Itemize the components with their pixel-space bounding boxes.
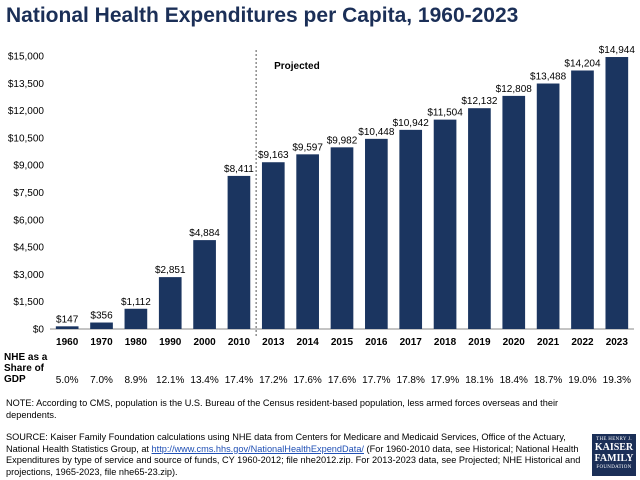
gdp-share-value: 17.6% (293, 375, 321, 386)
gdp-share-value: 8.9% (124, 375, 147, 386)
bar (261, 162, 285, 329)
bar (193, 240, 216, 329)
gdp-share-value: 17.9% (431, 375, 459, 386)
y-tick-label: $4,500 (13, 243, 44, 254)
logo-line-2a: KAISER (594, 442, 634, 453)
data-label: $356 (90, 311, 113, 322)
note-text: NOTE: According to CMS, population is th… (6, 398, 559, 420)
bar (90, 322, 113, 329)
bar (536, 83, 560, 329)
category-label: 2019 (468, 337, 491, 348)
category-label: 2018 (434, 337, 457, 348)
data-label: $9,597 (292, 142, 323, 153)
category-label: 2022 (571, 337, 594, 348)
gdp-share-value: 18.4% (500, 375, 528, 386)
category-label: 2010 (228, 337, 251, 348)
y-tick-label: $7,500 (13, 188, 44, 199)
data-label: $1,112 (121, 297, 151, 308)
gdp-share-value: 18.1% (465, 375, 493, 386)
kff-logo: THE HENRY J. KAISER FAMILY FOUNDATION (592, 434, 636, 476)
category-label: 1990 (159, 337, 182, 348)
y-tick-label: $12,000 (8, 106, 45, 117)
gdp-share-value: 19.0% (568, 375, 596, 386)
bar (330, 147, 354, 329)
data-label: $4,884 (189, 228, 220, 239)
gdp-share-value: 12.1% (156, 375, 184, 386)
gdp-share-value: 18.7% (534, 375, 562, 386)
gdp-share-value: 19.3% (603, 375, 631, 386)
data-label: $14,944 (599, 45, 636, 56)
category-label: 2014 (297, 337, 320, 348)
bar (296, 154, 319, 329)
y-tick-label: $6,000 (13, 215, 44, 226)
bar (468, 108, 491, 329)
data-label: $2,851 (155, 265, 186, 276)
logo-line-2b: FAMILY (594, 453, 634, 464)
category-label: 2020 (503, 337, 526, 348)
y-tick-label: $3,000 (13, 270, 44, 281)
category-label: 1980 (125, 337, 148, 348)
gdp-share-value: 17.6% (328, 375, 356, 386)
bar (399, 129, 423, 329)
bar (502, 95, 526, 329)
gdp-share-value: 13.4% (190, 375, 218, 386)
y-tick-label: $13,500 (8, 79, 45, 90)
bars: $147 $356$1,112$2,851$4,884$8,411$9,163$9… (55, 45, 636, 330)
gdp-share-header: GDP (4, 374, 26, 385)
y-axis: $0 $1,500 $3,000 $4,500 $6,000 $7,500 $9,000 $1… (8, 52, 634, 336)
gdp-share-value: 17.7% (362, 375, 390, 386)
data-label: $147 (56, 314, 79, 325)
bar (571, 70, 594, 330)
gdp-share-header: Share of (4, 363, 45, 374)
gdp-share-value: 17.4% (225, 375, 253, 386)
data-label: $9,163 (258, 150, 289, 161)
gdp-share-value: 7.0% (90, 375, 113, 386)
category-label: 1960 (56, 337, 79, 348)
y-tick-label: $9,000 (13, 161, 44, 172)
gdp-share-value: 17.8% (397, 375, 425, 386)
bar (158, 277, 182, 329)
data-label: $14,204 (564, 58, 601, 69)
logo-line-3: FOUNDATION (596, 465, 632, 470)
data-label: $12,808 (496, 84, 533, 95)
bar (227, 175, 251, 329)
projected-label: Projected (274, 61, 320, 72)
category-label: 2021 (537, 337, 560, 348)
gdp-share-header: NHE as a (4, 352, 48, 363)
bar (55, 326, 79, 329)
source-link[interactable]: http://www.cms.hhs.gov/NationalHealthExp… (151, 443, 364, 454)
logo-line-1: THE HENRY J. (596, 437, 632, 442)
bar-chart: $0 $1,500 $3,000 $4,500 $6,000 $7,500 $9,000 $1… (4, 45, 636, 386)
data-label: $13,488 (530, 72, 567, 83)
data-label: $10,448 (358, 127, 395, 138)
y-tick-label: $1,500 (13, 297, 44, 308)
gdp-share-value: 17.2% (259, 375, 287, 386)
y-tick-label: $15,000 (8, 52, 45, 63)
data-label: $12,132 (461, 96, 498, 107)
data-label: $10,942 (393, 118, 430, 129)
bar (365, 138, 388, 329)
category-label: 2016 (365, 337, 388, 348)
chart-title: National Health Expenditures per Capita,… (6, 4, 519, 27)
bar (124, 308, 148, 329)
bar (433, 119, 457, 329)
source-prefix: SOURCE: Kaiser Family Foundation calcula… (6, 432, 566, 454)
source-text: SOURCE: Kaiser Family Foundation calcula… (6, 432, 586, 478)
source-suffix: (For 1960-2010 data, see Historical; Nat… (6, 443, 581, 477)
category-label: 2015 (331, 337, 354, 348)
y-tick-label: $0 (33, 325, 45, 336)
bar (605, 57, 629, 330)
data-label: $11,504 (427, 108, 463, 119)
data-label: $8,411 (224, 164, 254, 175)
category-label: 2017 (400, 337, 423, 348)
y-tick-label: $10,500 (8, 133, 45, 144)
category-label: 1970 (90, 337, 113, 348)
category-label: 2023 (606, 337, 629, 348)
gdp-share-value: 5.0% (56, 375, 79, 386)
data-label: $9,982 (327, 135, 358, 146)
category-label: 2013 (262, 337, 285, 348)
x-axis-categories: 1960 1970 1980 1990 2000 2010 2013 2014 2015 2016… (56, 337, 628, 348)
category-label: 2000 (193, 337, 216, 348)
gdp-share-row: 5.0% 7.0% 8.9% 12.1% 13.4% 17.4% 17.2% 17.6% 17.… (4, 352, 631, 386)
